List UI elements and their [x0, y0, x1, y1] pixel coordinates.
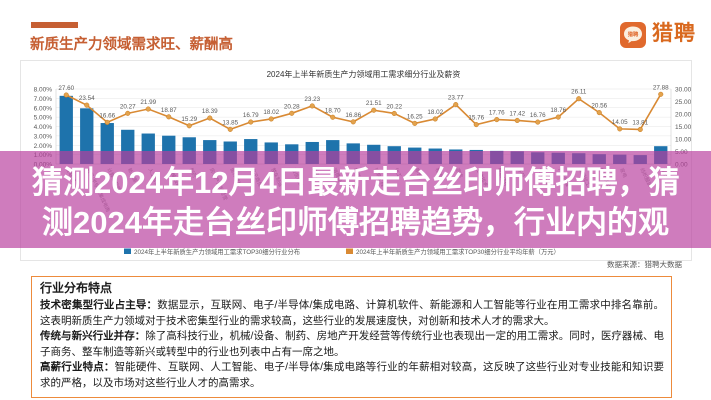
- svg-text:猎聘: 猎聘: [628, 30, 639, 38]
- svg-text:13.81: 13.81: [632, 119, 648, 126]
- svg-text:16.66: 16.66: [99, 112, 115, 119]
- svg-text:18.87: 18.87: [161, 107, 177, 114]
- svg-text:2024年上半年新质生产力领域用工需求TOP30细分行业平均: 2024年上半年新质生产力领域用工需求TOP30细分行业平均年薪（万元）: [356, 247, 560, 256]
- svg-text:17.76: 17.76: [489, 110, 505, 117]
- svg-text:5.00%: 5.00%: [34, 115, 53, 122]
- svg-text:8.00%: 8.00%: [34, 87, 53, 94]
- svg-text:20.56: 20.56: [591, 103, 607, 110]
- svg-text:18.76: 18.76: [550, 107, 566, 114]
- svg-text:15.76: 15.76: [468, 115, 484, 122]
- svg-text:2024年上半年新质生产力领域用工需求细分行业及薪资: 2024年上半年新质生产力领域用工需求细分行业及薪资: [267, 69, 461, 79]
- svg-text:18.70: 18.70: [325, 107, 341, 114]
- svg-text:26.11: 26.11: [571, 89, 587, 96]
- svg-text:20.00: 20.00: [675, 112, 691, 119]
- svg-text:16.25: 16.25: [407, 113, 423, 120]
- svg-text:16.86: 16.86: [345, 112, 361, 119]
- svg-text:17.42: 17.42: [509, 110, 525, 117]
- svg-text:18.02: 18.02: [427, 109, 443, 116]
- svg-text:27.88: 27.88: [653, 84, 669, 91]
- svg-text:18.39: 18.39: [202, 108, 218, 115]
- svg-text:20.28: 20.28: [284, 103, 300, 110]
- svg-text:20.22: 20.22: [386, 103, 402, 110]
- svg-text:2.00%: 2.00%: [34, 143, 53, 150]
- svg-text:20.27: 20.27: [120, 103, 136, 110]
- svg-text:30.00: 30.00: [675, 87, 691, 94]
- svg-text:23.54: 23.54: [79, 95, 95, 102]
- svg-text:23.77: 23.77: [448, 95, 464, 102]
- svg-text:15.00: 15.00: [675, 124, 691, 131]
- svg-text:23.23: 23.23: [304, 96, 320, 103]
- svg-text:21.99: 21.99: [140, 99, 156, 106]
- svg-text:10.00: 10.00: [675, 137, 691, 144]
- svg-text:7.00%: 7.00%: [34, 96, 53, 103]
- svg-text:2024年上半年新质生产力领域用工需求TOP30细分行业分布: 2024年上半年新质生产力领域用工需求TOP30细分行业分布: [134, 247, 300, 256]
- svg-text:4.00%: 4.00%: [34, 124, 53, 131]
- svg-text:18.02: 18.02: [263, 109, 279, 116]
- svg-text:6.00%: 6.00%: [34, 105, 53, 112]
- svg-text:27.60: 27.60: [58, 85, 74, 92]
- svg-text:16.76: 16.76: [530, 112, 546, 119]
- svg-text:21.51: 21.51: [366, 100, 382, 107]
- svg-text:25.00: 25.00: [675, 99, 691, 106]
- svg-text:3.00%: 3.00%: [34, 133, 53, 140]
- svg-text:16.79: 16.79: [243, 112, 259, 119]
- svg-text:13.85: 13.85: [222, 119, 238, 126]
- svg-text:15.29: 15.29: [181, 116, 197, 123]
- svg-text:14.05: 14.05: [612, 119, 628, 126]
